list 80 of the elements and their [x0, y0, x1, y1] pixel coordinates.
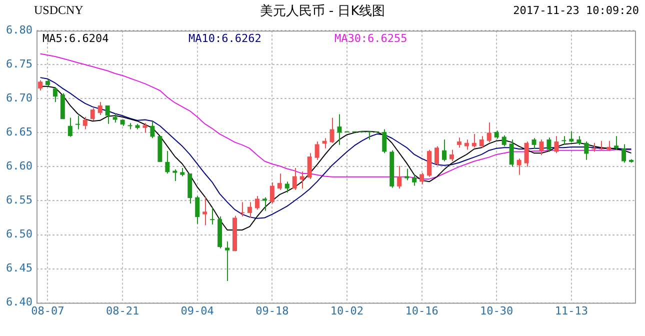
- candlestick: [539, 138, 544, 156]
- candlestick: [606, 140, 612, 152]
- y-tick-label: 6.50: [6, 228, 32, 241]
- candlestick: [509, 138, 514, 168]
- candlestick: [150, 120, 155, 139]
- candlestick: [195, 195, 200, 224]
- candlestick: [382, 128, 387, 154]
- y-tick-label: 6.70: [6, 92, 32, 105]
- text: MA30:6.6255: [334, 32, 408, 45]
- candlestick: [412, 174, 417, 186]
- candlestick: [449, 149, 454, 162]
- candlestick: [314, 141, 320, 160]
- candlestick: [225, 241, 230, 282]
- y-tick-label: 6.55: [6, 194, 32, 207]
- candlestick: [240, 202, 244, 217]
- candlestick: [38, 80, 42, 91]
- candlestick: [584, 141, 589, 160]
- candlestick: [337, 114, 342, 146]
- candlestick: [472, 134, 476, 148]
- candlestick: [546, 136, 552, 152]
- text: MA10:6.6262: [188, 32, 262, 45]
- x-tick-label: 10-30: [480, 304, 514, 318]
- text: MA5:6.6204: [42, 32, 110, 45]
- candlestick: [277, 173, 282, 190]
- candlestick: [90, 108, 95, 121]
- candlestick: [622, 144, 626, 164]
- candlestick: [52, 86, 58, 103]
- candlestick: [502, 134, 506, 147]
- candlestick: [554, 136, 559, 154]
- candlestick: [322, 138, 327, 149]
- y-tick-label: 6.60: [6, 160, 32, 173]
- candlestick: [82, 116, 88, 130]
- candlestick: [562, 136, 566, 146]
- candlestick: [524, 141, 529, 168]
- candlestick: [420, 172, 424, 185]
- candlestick: [456, 136, 462, 148]
- candlestick: [128, 122, 132, 130]
- x-tick-label: 10-16: [405, 304, 438, 318]
- candlestick: [75, 115, 80, 130]
- candlestick: [210, 207, 215, 226]
- candlestick: [165, 150, 170, 174]
- candlestick: [202, 196, 208, 226]
- x-tick-label: 08-21: [106, 304, 140, 318]
- candlestick: [442, 138, 446, 162]
- candlestick: [292, 168, 297, 190]
- chart-title: 美元人民币 - 日K线图: [260, 4, 386, 19]
- candlestick: [479, 136, 484, 148]
- candlestick: [464, 138, 469, 150]
- candlestick: [307, 152, 312, 180]
- text: 2017-11-23 10:09:20: [513, 4, 639, 17]
- candlestick: [247, 202, 252, 218]
- candlestick: [68, 117, 72, 138]
- candlestick: [404, 168, 410, 181]
- candlestick: [105, 104, 110, 124]
- x-tick-label: 08-07: [31, 304, 64, 318]
- candlestick: [98, 102, 102, 116]
- candlestick: [270, 182, 274, 204]
- candlestick: [284, 181, 290, 194]
- y-tick-label: 6.40: [6, 296, 32, 309]
- candlestick: [142, 122, 148, 134]
- candlestick: [254, 195, 260, 210]
- y-tick-label: 6.65: [6, 126, 32, 139]
- candlestick: [434, 146, 439, 166]
- x-tick-label: 10-02: [330, 304, 364, 318]
- candlestick: [262, 196, 267, 212]
- candlestick: [397, 166, 402, 189]
- candlestick: [614, 136, 619, 150]
- candlestick: [300, 170, 304, 189]
- y-tick-label: 6.80: [6, 23, 32, 36]
- x-tick-label: 09-04: [180, 304, 214, 318]
- candlestick: [486, 122, 492, 143]
- candlestick: [532, 138, 536, 150]
- candlestick: [516, 158, 522, 176]
- y-tick-label: 6.45: [6, 262, 32, 275]
- x-tick-label: 11-13: [554, 304, 588, 318]
- text: USDCNY: [34, 3, 84, 18]
- y-tick-label: 6.75: [6, 57, 32, 70]
- candlestick: [569, 130, 574, 143]
- candlestick: [172, 168, 178, 182]
- x-tick-label: 09-18: [256, 304, 289, 318]
